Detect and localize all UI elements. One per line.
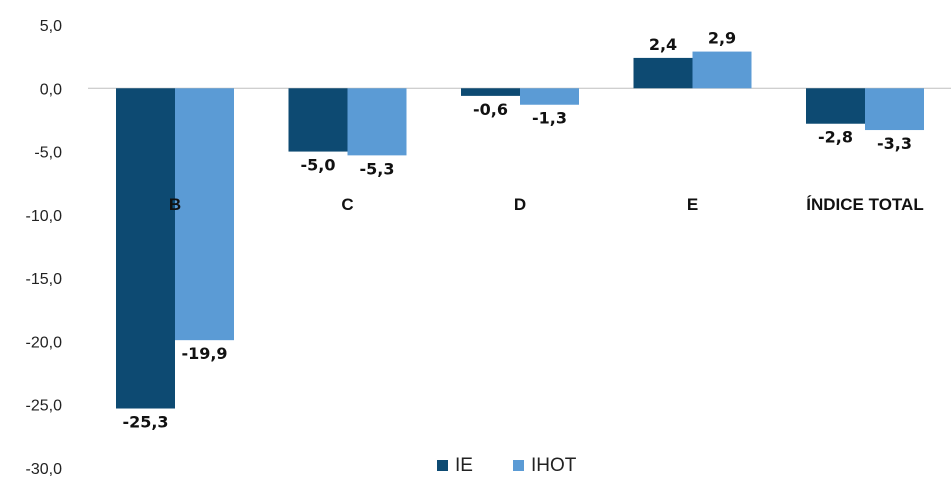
data-label: -25,3 xyxy=(122,413,168,432)
bar-ie xyxy=(634,58,693,88)
bar-ihot xyxy=(348,88,407,155)
data-label: 2,9 xyxy=(708,29,736,48)
data-label: -5,0 xyxy=(301,156,336,175)
data-label: -5,3 xyxy=(360,159,395,178)
data-label: -2,8 xyxy=(818,128,853,147)
y-tick-label: -15,0 xyxy=(26,271,63,288)
bar-ie xyxy=(461,88,520,96)
y-tick-label: 0,0 xyxy=(40,81,62,98)
data-label: -3,3 xyxy=(877,134,912,153)
legend-label: IE xyxy=(455,455,473,476)
bar-ihot xyxy=(520,88,579,104)
y-tick-label: -20,0 xyxy=(26,334,63,351)
data-label: -0,6 xyxy=(473,100,508,119)
bar-ie xyxy=(289,88,348,151)
y-tick-label: -10,0 xyxy=(26,208,63,225)
y-tick-label: -30,0 xyxy=(26,461,63,478)
category-label: ÍNDICE TOTAL xyxy=(806,195,923,214)
bar-ihot xyxy=(693,52,752,89)
legend-swatch-ihot xyxy=(513,460,524,471)
category-label: C xyxy=(341,195,353,214)
bar-ihot xyxy=(865,88,924,130)
category-label: B xyxy=(169,195,181,214)
bar-ie xyxy=(806,88,865,123)
y-tick-label: -25,0 xyxy=(26,398,63,415)
data-label: -1,3 xyxy=(532,109,567,128)
category-label: D xyxy=(514,195,526,214)
y-tick-label: 5,0 xyxy=(40,18,62,35)
legend-label: IHOT xyxy=(531,455,577,476)
data-label: -19,9 xyxy=(181,344,227,363)
y-tick-label: -5,0 xyxy=(34,145,62,162)
legend-swatch-ie xyxy=(437,460,448,471)
category-label: E xyxy=(687,195,698,214)
bar-ihot xyxy=(175,88,234,340)
bar-ie xyxy=(116,88,175,408)
data-label: 2,4 xyxy=(649,35,677,54)
